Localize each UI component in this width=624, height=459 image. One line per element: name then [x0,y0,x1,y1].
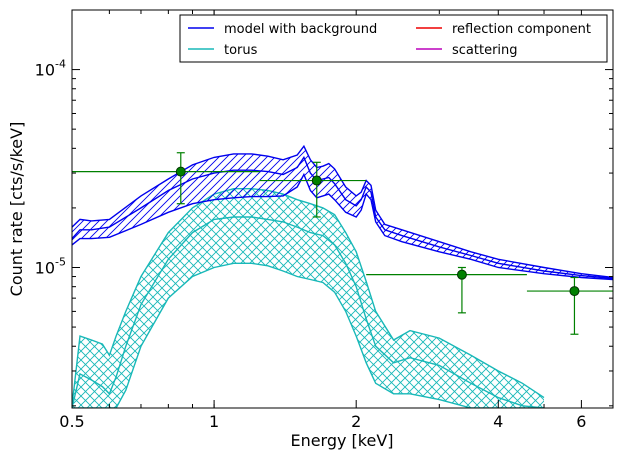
data-point-3 [366,266,527,314]
legend-box [179,14,608,63]
data-point-2 [259,161,367,218]
model-with-background-lower-line [72,172,613,281]
y-tick-label: 10-4 [35,58,66,80]
y-axis-label: Count rate [cts/s/keV] [7,122,26,297]
data-point-1 [72,152,260,205]
x-tick-label: 4 [493,412,503,431]
torus-band-fill [72,188,544,408]
data-point-marker [175,166,186,177]
model-with-background-mid-line [72,155,613,280]
x-axis-label: Energy [keV] [290,431,393,450]
model-with-background-upper-line [72,144,613,279]
legend-label: model with background [224,22,377,37]
x-tick-label: 0.5 [59,412,84,431]
data-point-4 [526,276,613,335]
legend-entry-4: scattering [416,43,518,58]
model-with-background-band-fill [72,146,613,280]
axis-ticks: 0.5 1 2 4 6 10-5 10-4 [35,9,614,431]
y-tick-label: 10-5 [35,255,66,277]
torus-mid-line [72,216,545,408]
legend-label: scattering [452,43,518,58]
plot-frame [71,9,614,409]
legend-entry-3: reflection component [416,22,591,37]
legend-label: reflection component [452,22,591,37]
data-point-marker [311,175,322,186]
legend-entry-1: model with background [188,22,377,37]
data-point-marker [569,286,580,297]
legend: model with background torus reflection com… [179,14,608,63]
legend-label: torus [224,43,258,58]
torus-upper-line [72,188,545,406]
torus-lower-line [72,262,544,408]
x-tick-label: 6 [576,412,586,431]
legend-entry-2: torus [188,43,258,58]
x-tick-label: 2 [351,412,361,431]
data-points [72,152,613,335]
x-tick-label: 1 [209,412,219,431]
model-bands [72,144,613,408]
data-point-marker [456,269,467,280]
